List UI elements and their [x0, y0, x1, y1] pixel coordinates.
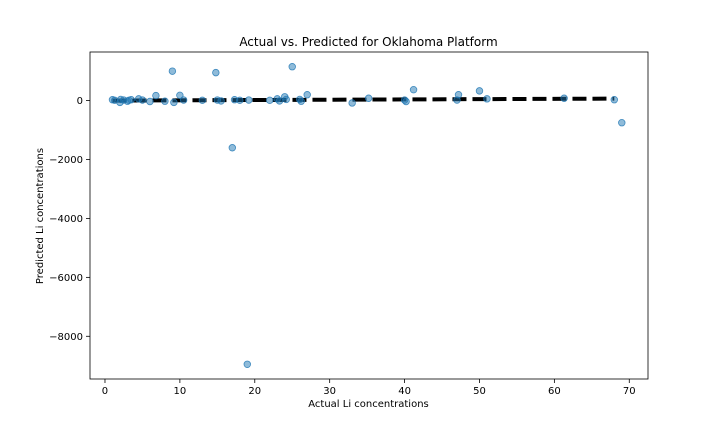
data-point-28 [275, 97, 284, 105]
x-tick-label-1: 10 [174, 386, 187, 397]
data-point-44 [560, 94, 568, 102]
y-tick-label-1: −6000 [49, 273, 83, 284]
data-point-11 [152, 91, 160, 100]
data-point-13 [168, 67, 177, 75]
reference-line [112, 96, 615, 103]
data-point-30 [282, 95, 290, 104]
x-axis-label: Actual Li concentrations [308, 399, 429, 410]
data-point-7 [127, 96, 135, 104]
data-point-10 [146, 97, 154, 106]
y-axis-label: Predicted Li concentrations [35, 148, 46, 284]
data-point-16 [179, 96, 188, 104]
data-point-15 [176, 91, 184, 100]
chart-title: Actual vs. Predicted for Oklahoma Platfo… [239, 35, 497, 49]
data-point-46 [618, 119, 626, 127]
y-tick-label-3: −2000 [49, 155, 83, 166]
x-tick-label-7: 70 [623, 386, 636, 397]
data-point-21 [228, 144, 237, 152]
data-point-41 [454, 91, 463, 99]
data-point-18 [212, 68, 220, 77]
axes-layer: 0 10 20 30 40 50 60 70 −8000 −6000 −4000 −2000 0 [49, 51, 649, 397]
x-tick-label-3: 30 [323, 386, 336, 397]
plot-area [90, 52, 648, 379]
data-point-39 [409, 86, 418, 94]
data-point-38 [402, 97, 410, 106]
x-tick-label-6: 60 [548, 386, 561, 397]
data-point-26 [266, 96, 274, 105]
data-point-35 [348, 99, 356, 107]
data-point-36 [364, 94, 373, 102]
points-layer [108, 63, 626, 368]
reference-line-layer [112, 96, 615, 103]
data-point-43 [483, 95, 491, 103]
data-point-17 [198, 96, 207, 105]
data-point-24 [243, 360, 251, 368]
x-tick-label-2: 20 [248, 386, 261, 397]
data-point-33 [297, 97, 305, 105]
data-point-14 [170, 98, 178, 107]
data-point-20 [217, 97, 225, 105]
y-tick-label-0: −8000 [49, 332, 83, 343]
data-point-23 [236, 96, 244, 105]
x-tick-label-4: 40 [398, 386, 411, 397]
data-point-45 [610, 96, 618, 104]
data-point-12 [161, 97, 169, 105]
data-point-31 [288, 63, 296, 71]
data-point-42 [475, 87, 484, 95]
data-point-25 [245, 96, 253, 104]
data-point-34 [303, 91, 311, 99]
y-tick-label-2: −4000 [49, 214, 83, 225]
data-point-9 [138, 96, 147, 104]
x-tick-label-5: 50 [473, 386, 486, 397]
plot-background [90, 52, 648, 379]
axes-frame [89, 51, 649, 380]
y-tick-label-4: 0 [77, 96, 83, 107]
x-tick-label-0: 0 [102, 386, 108, 397]
